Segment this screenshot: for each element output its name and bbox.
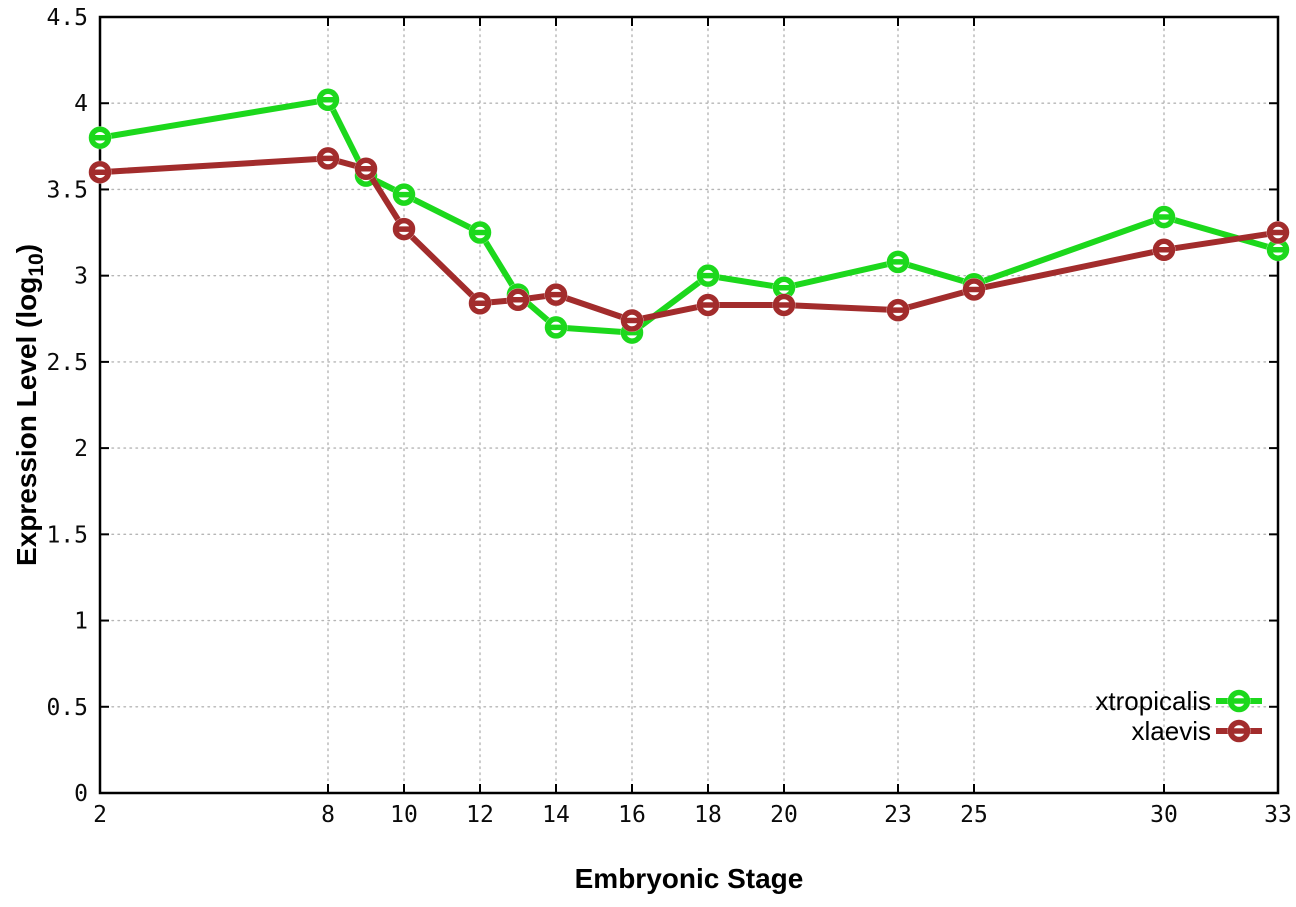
y-tick-label: 4 <box>74 91 88 117</box>
x-tick-label: 8 <box>321 802 335 828</box>
x-tick-label: 33 <box>1264 802 1292 828</box>
series-line-xlaevis <box>97 155 1281 324</box>
legend-key-xlaevis <box>1216 719 1262 743</box>
series-line-xtropicalis <box>97 96 1281 336</box>
x-tick-label: 16 <box>618 802 646 828</box>
x-tick-label: 23 <box>884 802 912 828</box>
legend-key-xtropicalis <box>1216 689 1262 713</box>
y-tick-label: 3.5 <box>46 177 88 203</box>
legend-label-xlaevis: xlaevis <box>1132 716 1211 746</box>
y-tick-label: 2.5 <box>46 350 88 376</box>
x-tick-label: 20 <box>770 802 798 828</box>
y-tick-label: 1 <box>74 609 88 635</box>
x-tick-label: 18 <box>694 802 722 828</box>
plot-area: 2 8 10 12 14 16 18 20 23 25 30 33 0 0.5 1 1.5 2 2.5 3 3.5 4 4… <box>46 5 1291 828</box>
y-tick-label: 1.5 <box>46 522 88 548</box>
y-tick-label: 3 <box>74 264 88 290</box>
y-axis-title-end: ) <box>11 244 42 253</box>
x-tick-label: 2 <box>93 802 107 828</box>
y-axis-title-main: Expression Level (log <box>11 277 42 566</box>
series-xlaevis <box>88 146 1290 333</box>
x-tick-label: 14 <box>542 802 570 828</box>
plot-border <box>98 15 1280 795</box>
y-axis-title: Expression Level (log10) <box>11 244 48 566</box>
y-axis-title-subscript: 10 <box>25 253 48 276</box>
tick-marks <box>99 16 1279 794</box>
legend-label-xtropicalis: xtropicalis <box>1095 686 1211 716</box>
gridlines <box>99 16 1279 794</box>
y-tick-label: 2 <box>74 436 88 462</box>
y-tick-label: 0.5 <box>46 695 88 721</box>
x-tick-label: 30 <box>1150 802 1178 828</box>
series-xtropicalis <box>88 88 1290 345</box>
x-tick-label: 25 <box>960 802 988 828</box>
y-tick-label: 4.5 <box>46 5 88 31</box>
x-tick-label: 12 <box>466 802 494 828</box>
y-tick-label: 0 <box>74 781 88 807</box>
x-tick-label: 10 <box>390 802 418 828</box>
x-axis-title: Embryonic Stage <box>575 863 804 894</box>
